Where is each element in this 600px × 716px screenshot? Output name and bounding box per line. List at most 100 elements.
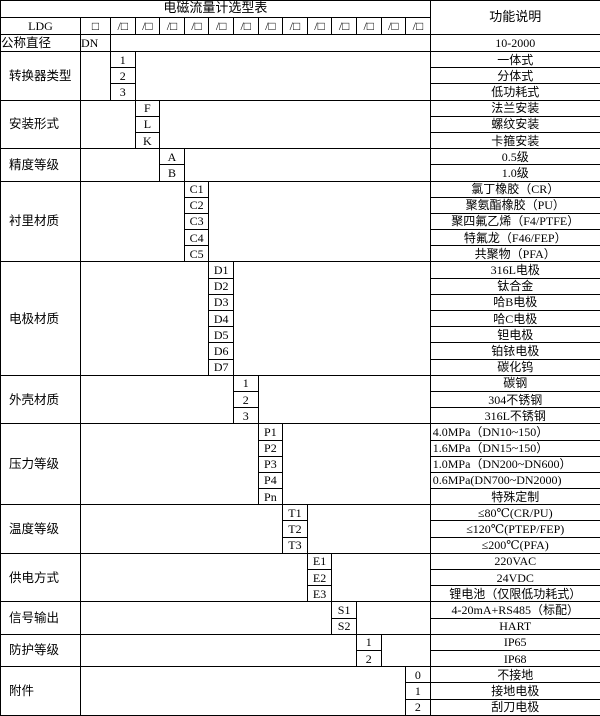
- option-code: C1: [183, 180, 210, 198]
- option-description: 0.6MPa(DN700~DN2000): [429, 471, 600, 490]
- option-description: 4.0MPa（DN10~150）: [429, 423, 600, 441]
- option-code: D7: [208, 358, 234, 376]
- option-description: 一体式: [429, 50, 600, 69]
- option-description: 接地电极: [429, 682, 600, 700]
- option-description: 刮刀电极: [429, 698, 600, 716]
- option-code: D3: [208, 293, 234, 312]
- section-label: 防护等级: [0, 633, 81, 668]
- option-code: T3: [282, 536, 308, 554]
- option-description: 特氟龙（F46/FEP）: [429, 229, 600, 247]
- option-code: C4: [183, 229, 210, 247]
- option-description: HART: [429, 617, 600, 635]
- model-code-box: /□: [380, 17, 407, 35]
- table-row: 防护等级 1 IP65: [0, 633, 600, 668]
- blank-cell: [110, 34, 431, 52]
- model-code-box: /□: [355, 17, 382, 35]
- blank-cell: [79, 504, 284, 554]
- table-row: 转换器类型 1 一体式: [0, 50, 600, 101]
- section-label: 温度等级: [0, 504, 81, 554]
- option-code: 2: [232, 390, 259, 409]
- blank-cell: [79, 261, 210, 376]
- option-code: A: [159, 148, 185, 166]
- model-code-box: /□: [110, 17, 136, 35]
- option-description: 锂电池（仅限低功耗式）: [429, 585, 600, 603]
- option-description: 316L不锈钢: [429, 407, 600, 425]
- option-description: 304不锈钢: [429, 390, 600, 409]
- option-description: ≤80℃(CR/PU): [429, 504, 600, 522]
- section-label: 电极材质: [0, 261, 81, 376]
- blank-cell: [80, 374, 234, 425]
- model-box: □: [80, 17, 111, 35]
- table-row: 信号输出 S1 4-20mA+RS485（标配）: [0, 601, 600, 635]
- option-code: 3: [110, 83, 136, 101]
- model-code-box: /□: [159, 17, 185, 35]
- option-description: 碳化钨: [429, 358, 600, 376]
- option-description: 铂铱电极: [429, 342, 600, 360]
- blank-cell: [80, 423, 259, 506]
- option-code: D6: [208, 342, 234, 360]
- option-code: D2: [208, 277, 234, 295]
- option-description: 哈B电极: [429, 293, 600, 312]
- blank-cell: [79, 601, 333, 635]
- option-description: 0.5级: [429, 148, 600, 166]
- option-code: D5: [208, 326, 234, 344]
- option-description: 聚四氟乙烯（F4/PTFE）: [429, 212, 600, 231]
- option-code: S1: [331, 601, 357, 619]
- option-description: 1.0级: [429, 164, 600, 182]
- option-code: S2: [331, 617, 357, 635]
- table-row: 供电方式 E1 220VAC: [0, 552, 600, 603]
- model-code-box: /□: [183, 17, 210, 35]
- option-code: P1: [257, 423, 284, 441]
- option-code: 1: [355, 633, 382, 651]
- table-row: 电极材质 D1 316L电极: [0, 261, 600, 376]
- blank-cell: [306, 504, 431, 554]
- nominal-label: 公称直径: [0, 34, 81, 52]
- option-description: 316L电极: [429, 261, 600, 279]
- section-label: 供电方式: [0, 552, 81, 603]
- model-code-box: /□: [405, 17, 431, 35]
- model-code-box: /□: [257, 17, 284, 35]
- option-code: L: [134, 115, 161, 133]
- section-label: 精度等级: [0, 148, 81, 182]
- blank-cell: [331, 552, 431, 603]
- table-row: P2 1.6MPa（DN15~150）: [1, 439, 600, 457]
- option-code: 1: [405, 682, 431, 700]
- table-row: 外壳材质 1 碳钢: [0, 374, 600, 425]
- option-code: 2: [110, 67, 136, 85]
- table-row: D4 哈C电极: [1, 309, 600, 328]
- option-description: 钛合金: [429, 277, 600, 295]
- model-code-box: /□: [208, 17, 234, 35]
- section-label: 转换器类型: [0, 51, 81, 101]
- model-code-box: /□: [134, 17, 161, 35]
- model-prefix: LDG: [0, 17, 81, 35]
- blank-cell: [134, 51, 431, 101]
- option-description: IP65: [429, 633, 600, 651]
- option-code: P4: [257, 471, 284, 490]
- option-code: P2: [257, 439, 284, 457]
- blank-cell: [355, 601, 431, 635]
- blank-cell: [80, 633, 357, 668]
- option-description: 24VDC: [429, 568, 600, 587]
- blank-cell: [80, 180, 185, 263]
- blank-cell: [79, 148, 161, 182]
- table-row: B 1.0级: [1, 164, 600, 182]
- blank-cell: [208, 180, 431, 263]
- option-description: 1.6MPa（DN15~150）: [429, 439, 600, 457]
- table-row: P3 1.0MPa（DN200~DN600）: [1, 455, 600, 473]
- nominal-code: DN: [80, 34, 111, 52]
- table-row: C5 共聚物（PFA）: [1, 245, 600, 263]
- option-code: D1: [208, 261, 234, 279]
- table-row: 附件 0 不接地: [0, 666, 600, 716]
- table-row: C2 聚氨酯橡胶（PU）: [1, 196, 600, 214]
- option-description: 4-20mA+RS485（标配）: [429, 601, 600, 619]
- option-description: 分体式: [429, 67, 600, 85]
- option-code: C5: [183, 245, 210, 263]
- table-row: P4 0.6MPa(DN700~DN2000): [1, 471, 600, 490]
- section-label: 压力等级: [0, 423, 81, 506]
- option-description: 特殊定制: [429, 488, 600, 506]
- table-row: 精度等级 A 0.5级: [0, 148, 600, 182]
- blank-cell: [257, 374, 431, 425]
- blank-cell: [80, 99, 136, 150]
- table-row: 压力等级 P1 4.0MPa（DN10~150）: [0, 423, 600, 506]
- option-code: 1: [232, 374, 259, 392]
